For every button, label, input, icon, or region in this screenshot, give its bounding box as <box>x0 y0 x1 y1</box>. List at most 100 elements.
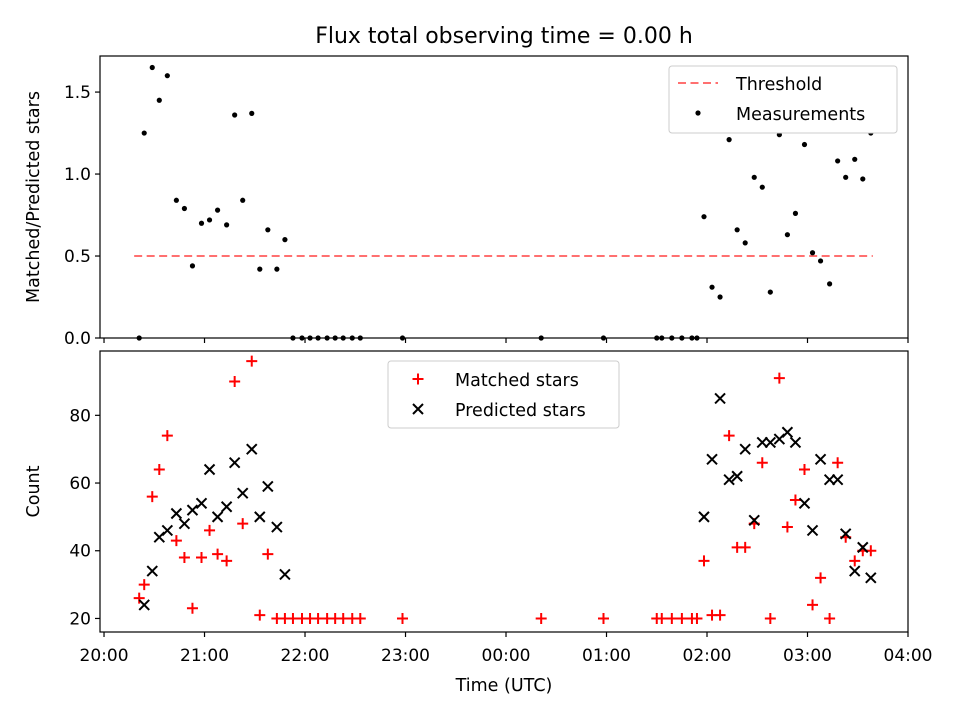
y-axis-label: Count <box>24 465 44 517</box>
matched-star-point <box>764 612 776 624</box>
predicted-star-point <box>279 568 291 581</box>
predicted-star-point <box>146 565 158 577</box>
predicted-star-point <box>203 463 216 476</box>
measurement-point <box>141 130 147 136</box>
matched-star-point <box>396 612 408 624</box>
matched-star-point <box>161 430 173 442</box>
predicted-star-point <box>849 565 861 577</box>
predicted-star-point <box>195 497 208 510</box>
measurement-point <box>734 227 740 233</box>
predicted-star-point <box>262 480 274 493</box>
matched-star-point <box>204 524 216 536</box>
legend-label: Matched stars <box>455 371 579 391</box>
matched-star-point <box>212 548 224 560</box>
matched-star-point <box>656 612 668 624</box>
figure-title: Flux total observing time = 0.00 h <box>315 24 693 49</box>
measurement-point <box>751 174 757 180</box>
measurement-point <box>809 250 816 256</box>
matched-star-point <box>535 612 547 624</box>
matched-star-point <box>824 612 836 624</box>
measurement-point <box>679 335 685 341</box>
x-tick-label: 22:00 <box>281 646 330 666</box>
matched-star-point <box>698 555 710 567</box>
x-tick-label: 00:00 <box>482 646 531 666</box>
measurement-point <box>206 217 213 223</box>
legend-measurement-swatch <box>695 110 701 116</box>
x-tick-label: 20:00 <box>80 646 129 666</box>
predicted-star-point <box>246 443 258 455</box>
legend-frame <box>668 65 898 134</box>
measurement-point <box>659 335 665 341</box>
measurement-point <box>742 240 748 246</box>
axes-frame <box>99 350 909 633</box>
measurement-point <box>214 207 221 213</box>
predicted-star-point <box>781 426 794 438</box>
matched-star-point <box>254 609 266 621</box>
predicted-star-point <box>831 473 844 486</box>
matched-star-point <box>237 518 249 530</box>
legend-label: Predicted stars <box>455 401 586 421</box>
measurement-point <box>759 184 765 190</box>
measurement-point <box>701 214 707 220</box>
measurement-point <box>290 335 296 341</box>
measurement-point <box>299 335 305 341</box>
matched-star-point <box>138 579 150 591</box>
measurement-point <box>349 335 355 341</box>
matched-star-point <box>666 612 678 624</box>
matched-star-point <box>170 535 182 547</box>
y-tick-label: 60 <box>69 474 91 494</box>
measurement-point <box>717 294 723 300</box>
measurement-point <box>843 174 849 180</box>
measurement-point <box>835 158 841 164</box>
measurement-point <box>164 73 170 79</box>
measurement-point <box>149 64 155 71</box>
x-tick-label: 23:00 <box>381 646 430 666</box>
measurement-point <box>709 284 715 290</box>
predicted-star-point <box>161 524 174 537</box>
measurement-point <box>173 197 179 203</box>
measurement-point <box>817 258 824 264</box>
predicted-star-point <box>220 501 233 513</box>
matched-star-point <box>196 552 208 564</box>
matched-star-point <box>153 463 165 475</box>
axes-frame <box>99 55 909 339</box>
y-tick-label: 1.0 <box>64 165 91 185</box>
measurement-point <box>240 197 246 203</box>
matched-star-point <box>354 612 366 624</box>
measurement-point <box>189 263 196 269</box>
matched-star-point <box>178 552 190 564</box>
measurement-point <box>274 266 280 272</box>
x-tick-label: 03:00 <box>783 646 832 666</box>
measurement-point <box>792 210 799 216</box>
legend: Matched stars Predicted stars <box>387 360 620 429</box>
matched-star-point <box>723 430 735 442</box>
legend-frame <box>387 360 620 429</box>
y-tick-label: 40 <box>69 542 91 562</box>
measurement-point <box>315 335 321 341</box>
predicted-star-point <box>731 470 743 482</box>
predicted-star-point <box>236 487 249 499</box>
measurement-point <box>198 220 205 226</box>
predicted-star-point <box>857 541 869 554</box>
measurement-point <box>265 227 271 233</box>
x-tick-label: 21:00 <box>180 646 229 666</box>
x-tick-label: 01:00 <box>582 646 631 666</box>
predicted-star-point <box>806 524 819 537</box>
y-tick-label: 20 <box>69 609 91 629</box>
measurement-point <box>852 156 858 162</box>
predicted-star-point <box>254 511 266 523</box>
matched-star-point <box>714 609 726 621</box>
y-tick-label: 0.5 <box>64 247 91 267</box>
predicted-star-point <box>798 497 811 510</box>
y-tick-label: 1.5 <box>64 83 91 103</box>
legend-matched-swatch <box>412 373 424 385</box>
matched-star-point <box>815 572 827 584</box>
matched-star-point <box>781 521 793 533</box>
matched-star-point <box>691 612 703 624</box>
measurement-point <box>600 335 607 341</box>
predicted-star-point <box>714 392 726 405</box>
measurement-point <box>282 237 288 243</box>
measurement-point <box>324 335 330 341</box>
matched-star-point <box>789 494 801 506</box>
matched-star-point <box>133 592 145 604</box>
